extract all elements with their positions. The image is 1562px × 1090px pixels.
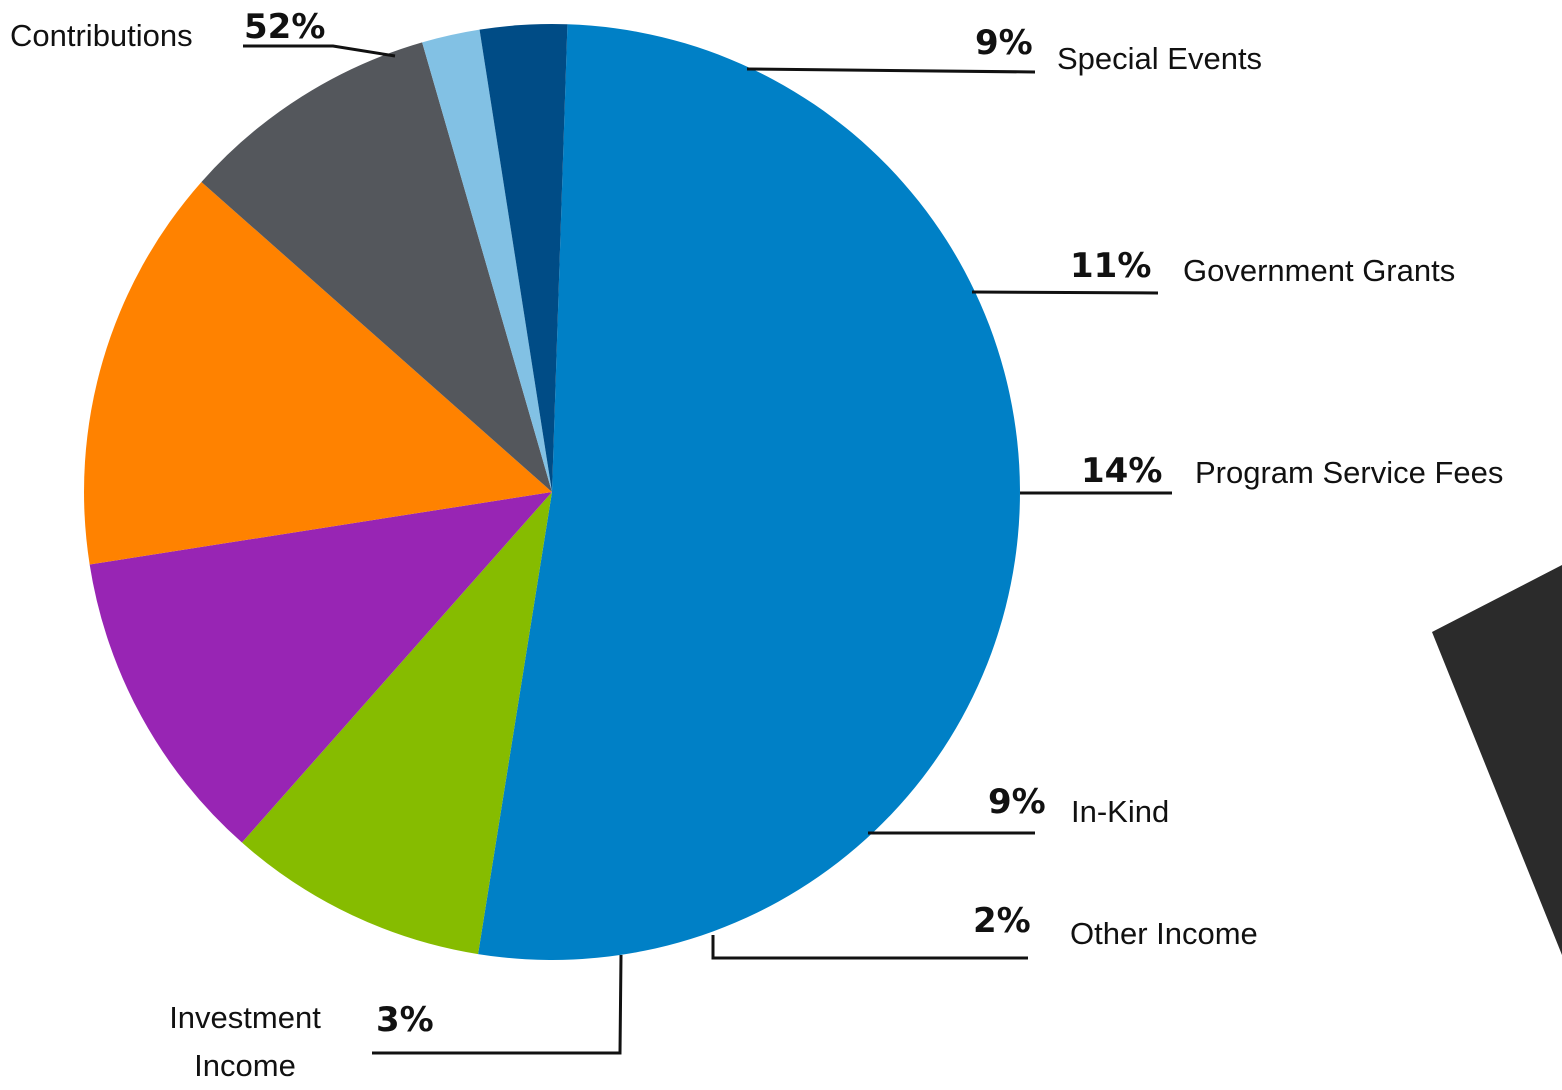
pie-slice-in-kind (201, 42, 552, 492)
leader-line-government-grants (971, 290, 1159, 295)
pie-slice-other-income (422, 29, 552, 493)
slice-pct-special-events: 9% (975, 23, 1033, 63)
slice-pct-contributions: 52% (244, 7, 326, 47)
slice-label-other-income: Other Income (1070, 916, 1258, 951)
slice-pct-government-grants: 11% (1070, 246, 1152, 286)
slice-pct-other-income: 2% (973, 901, 1031, 941)
leader-line-contributions (243, 44, 396, 58)
pie-slices (84, 23, 1020, 960)
pie-slice-contributions (478, 24, 1020, 960)
slice-label-in-kind: In-Kind (1071, 794, 1170, 829)
leader-line-other-income (711, 935, 1028, 960)
leader-line-special-events (746, 67, 1036, 74)
slice-label-government-grants: Government Grants (1183, 253, 1456, 288)
slice-label-contributions: Contributions (10, 18, 193, 53)
decorative-dark-shape (1432, 565, 1562, 955)
slice-pct-program-service-fees: 14% (1081, 451, 1163, 491)
slice-pct-in-kind: 9% (988, 782, 1046, 822)
pie-slice-special-events (241, 492, 552, 955)
pie-slice-investment-income (479, 23, 568, 493)
slice-label-program-service-fees: Program Service Fees (1195, 455, 1504, 490)
pie-slice-program-service-fees (84, 181, 552, 565)
pie-slice-government-grants (89, 492, 553, 843)
slice-label-investment-income: Investment Income (169, 1000, 321, 1083)
leader-line-investment-income (372, 954, 623, 1055)
leader-lines (243, 44, 1172, 1055)
slice-label-special-events: Special Events (1057, 41, 1263, 76)
slice-pct-investment-income: 3% (376, 1000, 434, 1040)
